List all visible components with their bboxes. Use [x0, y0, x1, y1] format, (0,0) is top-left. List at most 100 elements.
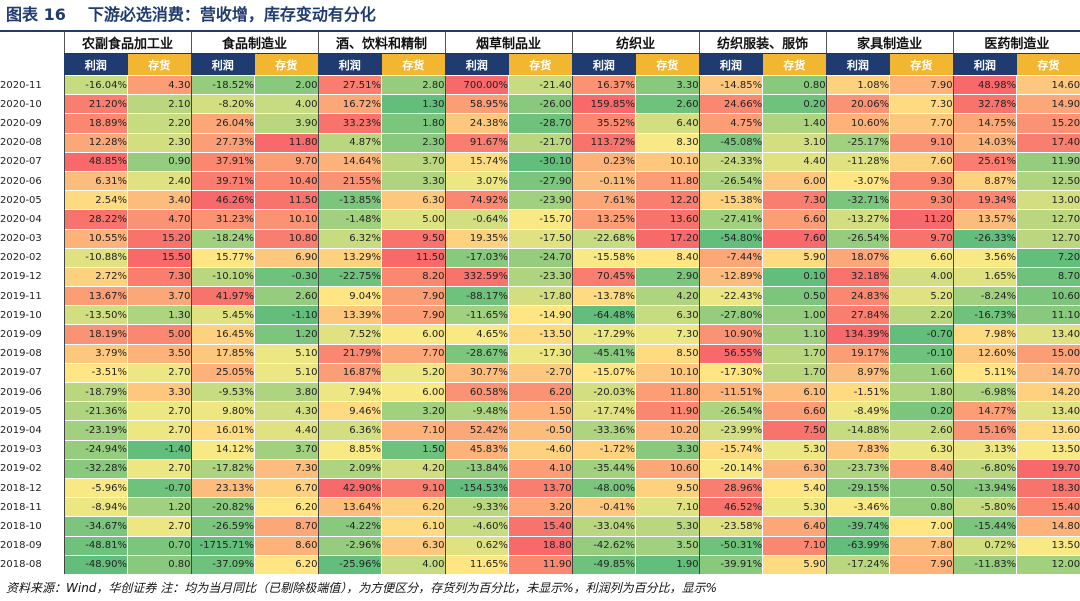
profit-cell: -13.78% [571, 286, 636, 306]
inventory-cell: 2.60 [254, 286, 319, 306]
profit-cell: 20.06% [825, 94, 890, 114]
profit-cell: 12.60% [952, 343, 1017, 364]
profit-cell: 15.16% [952, 420, 1017, 441]
inventory-cell: 10.10 [635, 151, 700, 172]
inventory-cell: 6.30 [381, 190, 446, 210]
inventory-cell: 3.30 [635, 74, 700, 95]
profit-cell: 39.71% [190, 170, 255, 191]
table-row: 2018-12 -5.96% -0.70 23.13% 6.70 42.90% 9.10 -1… [0, 477, 1080, 498]
inventory-cell: 2.70 [127, 401, 192, 421]
inventory-cell: 8.40 [635, 247, 700, 268]
profit-cell: -24.33% [698, 151, 763, 172]
profit-cell: 18.07% [825, 247, 890, 268]
profit-cell: 42.90% [317, 477, 382, 498]
inventory-cell: 7.90 [381, 305, 446, 325]
profit-cell: 41.97% [190, 286, 255, 306]
profit-cell: -8.49% [825, 401, 890, 421]
profit-cell: 24.66% [698, 94, 763, 114]
profit-cell: 31.23% [190, 209, 255, 229]
profit-cell: 5.45% [190, 305, 255, 325]
inventory-cell: 13.60 [635, 209, 700, 229]
profit-cell: 28.96% [698, 477, 763, 498]
inventory-cell: 13.00 [1016, 190, 1080, 210]
row-date: 2019-10 [0, 305, 64, 325]
profit-cell: 30.77% [444, 362, 509, 383]
inventory-cell: -0.50 [508, 420, 573, 441]
inventory-cell: 6.10 [762, 381, 827, 402]
profit-cell: -15.07% [571, 362, 636, 383]
inventory-cell: 3.70 [127, 286, 192, 306]
profit-subheader: 利润 [953, 53, 1017, 76]
profit-cell: -26.54% [698, 401, 763, 421]
inventory-cell: 4.10 [508, 458, 573, 479]
inventory-cell: 11.80 [254, 132, 319, 153]
inventory-cell: -17.80 [508, 286, 573, 306]
industry-header: 农副食品加工业 [63, 32, 192, 54]
inventory-cell: 5.20 [889, 286, 954, 306]
inventory-cell: 4.20 [381, 458, 446, 479]
inventory-cell: 6.90 [254, 247, 319, 268]
profit-cell: 28.22% [63, 209, 128, 229]
profit-cell: -3.46% [825, 497, 890, 517]
profit-cell: 24.38% [444, 113, 509, 134]
inventory-cell: 5.00 [381, 209, 446, 229]
inventory-cell: 4.00 [254, 94, 319, 114]
inventory-cell: 1.80 [381, 113, 446, 134]
table-row: 2019-04 -23.19% 2.70 16.01% 4.40 6.36% 7.10 52.… [0, 420, 1080, 441]
profit-subheader: 利润 [826, 53, 890, 76]
row-date: 2019-02 [0, 459, 64, 479]
profit-cell: 14.64% [317, 151, 382, 172]
inventory-cell: 19.70 [1016, 458, 1080, 479]
industry-header: 家具制造业 [825, 32, 954, 54]
inventory-cell: 8.30 [635, 132, 700, 153]
inventory-cell: 9.10 [889, 132, 954, 153]
profit-cell: 13.39% [317, 305, 382, 325]
profit-cell: -4.60% [444, 516, 509, 536]
inventory-cell: 5.10 [254, 343, 319, 364]
inventory-cell: 3.80 [254, 381, 319, 402]
profit-cell: 10.90% [698, 324, 763, 345]
profit-cell: -88.17% [444, 286, 509, 306]
table-row: 2020-02 -10.88% 15.50 15.77% 6.90 13.29% 11.50… [0, 247, 1080, 268]
inventory-cell: 7.00 [889, 516, 954, 536]
profit-cell: -20.14% [698, 458, 763, 479]
inventory-cell: 15.20 [1016, 113, 1080, 134]
inventory-cell: 1.70 [762, 343, 827, 364]
inventory-subheader: 存货 [254, 53, 319, 76]
inventory-cell: 1.60 [889, 362, 954, 383]
profit-cell: -16.73% [952, 305, 1017, 325]
profit-cell: -20.03% [571, 381, 636, 402]
inventory-cell: 2.20 [127, 113, 192, 134]
profit-cell: -17.24% [825, 554, 890, 574]
inventory-cell: 5.90 [762, 554, 827, 574]
inventory-cell: 7.10 [635, 497, 700, 517]
profit-cell: 13.67% [63, 286, 128, 306]
inventory-cell: 7.30 [762, 190, 827, 210]
profit-cell: 17.85% [190, 343, 255, 364]
profit-cell: -45.41% [571, 343, 636, 364]
profit-cell: 12.28% [63, 132, 128, 153]
inventory-cell: 7.90 [889, 74, 954, 95]
profit-cell: 7.94% [317, 381, 382, 402]
inventory-cell: 14.60 [1016, 74, 1080, 95]
table-row: 2019-07 -3.51% 2.70 25.05% 5.10 16.87% 5.20 30.… [0, 362, 1080, 383]
row-date: 2020-05 [0, 190, 64, 210]
row-date: 2019-08 [0, 344, 64, 364]
inventory-cell: 1.30 [381, 94, 446, 114]
profit-cell: -27.41% [698, 209, 763, 229]
profit-cell: -14.85% [698, 74, 763, 95]
profit-cell: -16.04% [63, 74, 128, 95]
profit-cell: -13.27% [825, 209, 890, 229]
table-row: 2020-06 6.31% 2.40 39.71% 10.40 21.55% 3.30 3.0… [0, 170, 1080, 191]
inventory-cell: 6.70 [254, 477, 319, 498]
profit-cell: -25.17% [825, 132, 890, 153]
inventory-cell: 7.60 [762, 228, 827, 249]
profit-cell: -17.82% [190, 458, 255, 479]
inventory-cell: 6.10 [381, 516, 446, 536]
inventory-cell: 3.20 [508, 497, 573, 517]
profit-cell: 21.79% [317, 343, 382, 364]
profit-cell: 19.17% [825, 343, 890, 364]
profit-cell: -50.31% [698, 535, 763, 556]
profit-cell: -10.10% [190, 266, 255, 287]
inventory-cell: 0.80 [889, 497, 954, 517]
